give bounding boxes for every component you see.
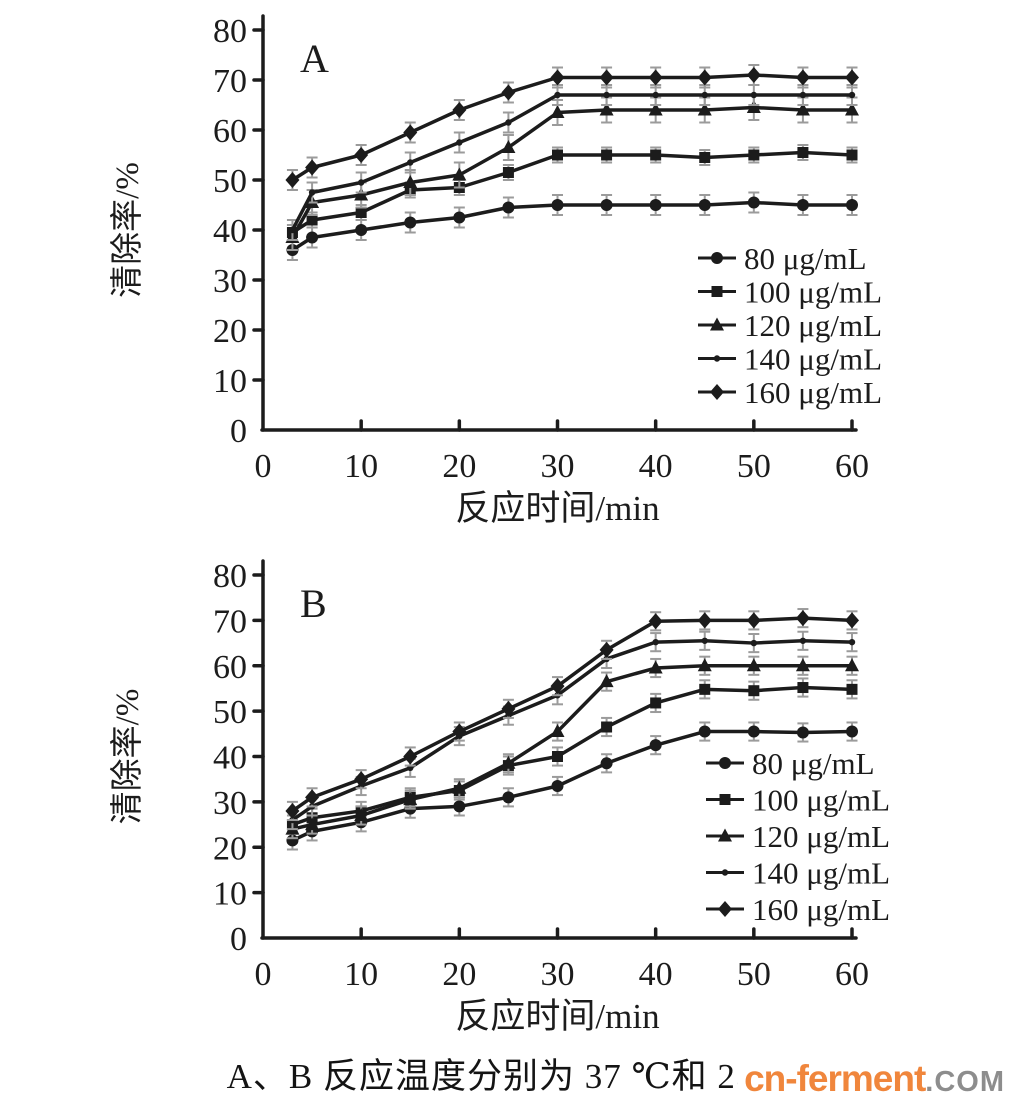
- x-tick-label: 20: [442, 448, 476, 485]
- axes: [252, 14, 858, 432]
- x-axis-title: 反应时间/min: [455, 489, 659, 528]
- series-160: [285, 64, 859, 191]
- x-tick-label: 20: [442, 956, 476, 993]
- caption-row: A、B 反应温度分别为 37 ℃和 25 ℃。: [0, 1048, 1017, 1099]
- legend-item-100: 100 μg/mL: [698, 275, 882, 310]
- x-tick-label: 10: [344, 956, 378, 993]
- watermark-tld: .COM: [925, 1066, 1005, 1098]
- legend-label: 100 μg/mL: [744, 275, 882, 310]
- x-tick-label: 40: [639, 448, 673, 485]
- series-120: [285, 94, 859, 251]
- legend-label: 120 μg/mL: [752, 819, 890, 854]
- figure-caption: A、B 反应温度分别为 37 ℃和 25 ℃。: [226, 1057, 841, 1096]
- legend-item-140: 140 μg/mL: [706, 856, 890, 891]
- tick-labels: 0 10 20 30 40 50 60 70 80 0 10 20 30 40 50 60: [213, 13, 869, 485]
- legend-label: 160 μg/mL: [744, 375, 882, 410]
- x-tick-label: 30: [541, 448, 575, 485]
- series-160: [285, 608, 859, 822]
- legend-item-80: 80 μg/mL: [698, 241, 867, 276]
- legend-label: 140 μg/mL: [752, 856, 890, 891]
- x-tick-label: 0: [255, 956, 272, 993]
- legend-item-80: 80 μg/mL: [706, 746, 875, 781]
- legend-item-160: 160 μg/mL: [706, 892, 890, 927]
- y-tick-label: 60: [213, 113, 247, 150]
- error-bars: [286, 64, 858, 191]
- x-tick-label: 30: [541, 956, 575, 993]
- legend-item-160: 160 μg/mL: [698, 375, 882, 410]
- tick-labels: 0 10 20 30 40 50 60 70 80 0 10 20 30 40 50 60: [213, 558, 869, 993]
- panel-a-chart: 0 10 20 30 40 50 60 70 80 0 10 20 30 40 50 60 反应时间/min 清除…: [109, 13, 882, 528]
- series-120: [285, 655, 859, 840]
- y-tick-label: 20: [213, 830, 247, 867]
- legend-item-100: 100 μg/mL: [706, 783, 890, 818]
- x-tick-label: 0: [255, 448, 272, 485]
- x-tick-label: 50: [737, 448, 771, 485]
- y-tick-label: 80: [213, 558, 247, 595]
- y-tick-label: 70: [213, 63, 247, 100]
- y-tick-label: 40: [213, 740, 247, 777]
- y-axis-title: 清除率/%: [109, 162, 146, 298]
- y-tick-label: 60: [213, 649, 247, 686]
- y-tick-label: 70: [213, 603, 247, 640]
- x-tick-label: 40: [639, 956, 673, 993]
- axes: [252, 559, 858, 940]
- y-tick-label: 40: [213, 213, 247, 250]
- x-tick-label: 50: [737, 956, 771, 993]
- watermark: cn-ferment.COM: [738, 1056, 1011, 1102]
- x-tick-label: 10: [344, 448, 378, 485]
- y-tick-label: 30: [213, 785, 247, 822]
- panel-label: B: [300, 581, 327, 626]
- y-tick-label: 30: [213, 263, 247, 300]
- legend-label: 80 μg/mL: [752, 746, 875, 781]
- y-tick-label: 0: [230, 413, 247, 450]
- y-tick-label: 50: [213, 694, 247, 731]
- x-axis-title: 反应时间/min: [455, 997, 659, 1036]
- legend-label: 140 μg/mL: [744, 342, 882, 377]
- legend-item-120: 120 μg/mL: [706, 819, 890, 854]
- y-tick-label: 80: [213, 13, 247, 50]
- series-80: [286, 191, 858, 261]
- series-line: [291, 73, 852, 182]
- watermark-brand: cn-ferment: [744, 1058, 926, 1099]
- series-line: [290, 93, 852, 231]
- y-tick-label: 50: [213, 163, 247, 200]
- x-tick-label: 60: [835, 956, 869, 993]
- panel-b-chart: 0 10 20 30 40 50 60 70 80 0 10 20 30 40 50 60 反应时间/min 清除…: [109, 558, 890, 1036]
- y-tick-label: 0: [230, 921, 247, 958]
- legend-label: 120 μg/mL: [744, 308, 882, 343]
- legend-label: 100 μg/mL: [752, 783, 890, 818]
- x-tick-label: 60: [835, 448, 869, 485]
- legend-label: 80 μg/mL: [744, 241, 867, 276]
- series-line: [290, 105, 852, 239]
- legend-label: 160 μg/mL: [752, 892, 890, 927]
- y-tick-label: 10: [213, 363, 247, 400]
- y-tick-label: 20: [213, 313, 247, 350]
- y-tick-label: 10: [213, 876, 247, 913]
- legend-item-140: 140 μg/mL: [698, 342, 882, 377]
- y-axis-title: 清除率/%: [109, 689, 146, 825]
- error-bars: [286, 630, 858, 831]
- panel-label: A: [300, 36, 329, 81]
- legend-item-120: 120 μg/mL: [698, 308, 882, 343]
